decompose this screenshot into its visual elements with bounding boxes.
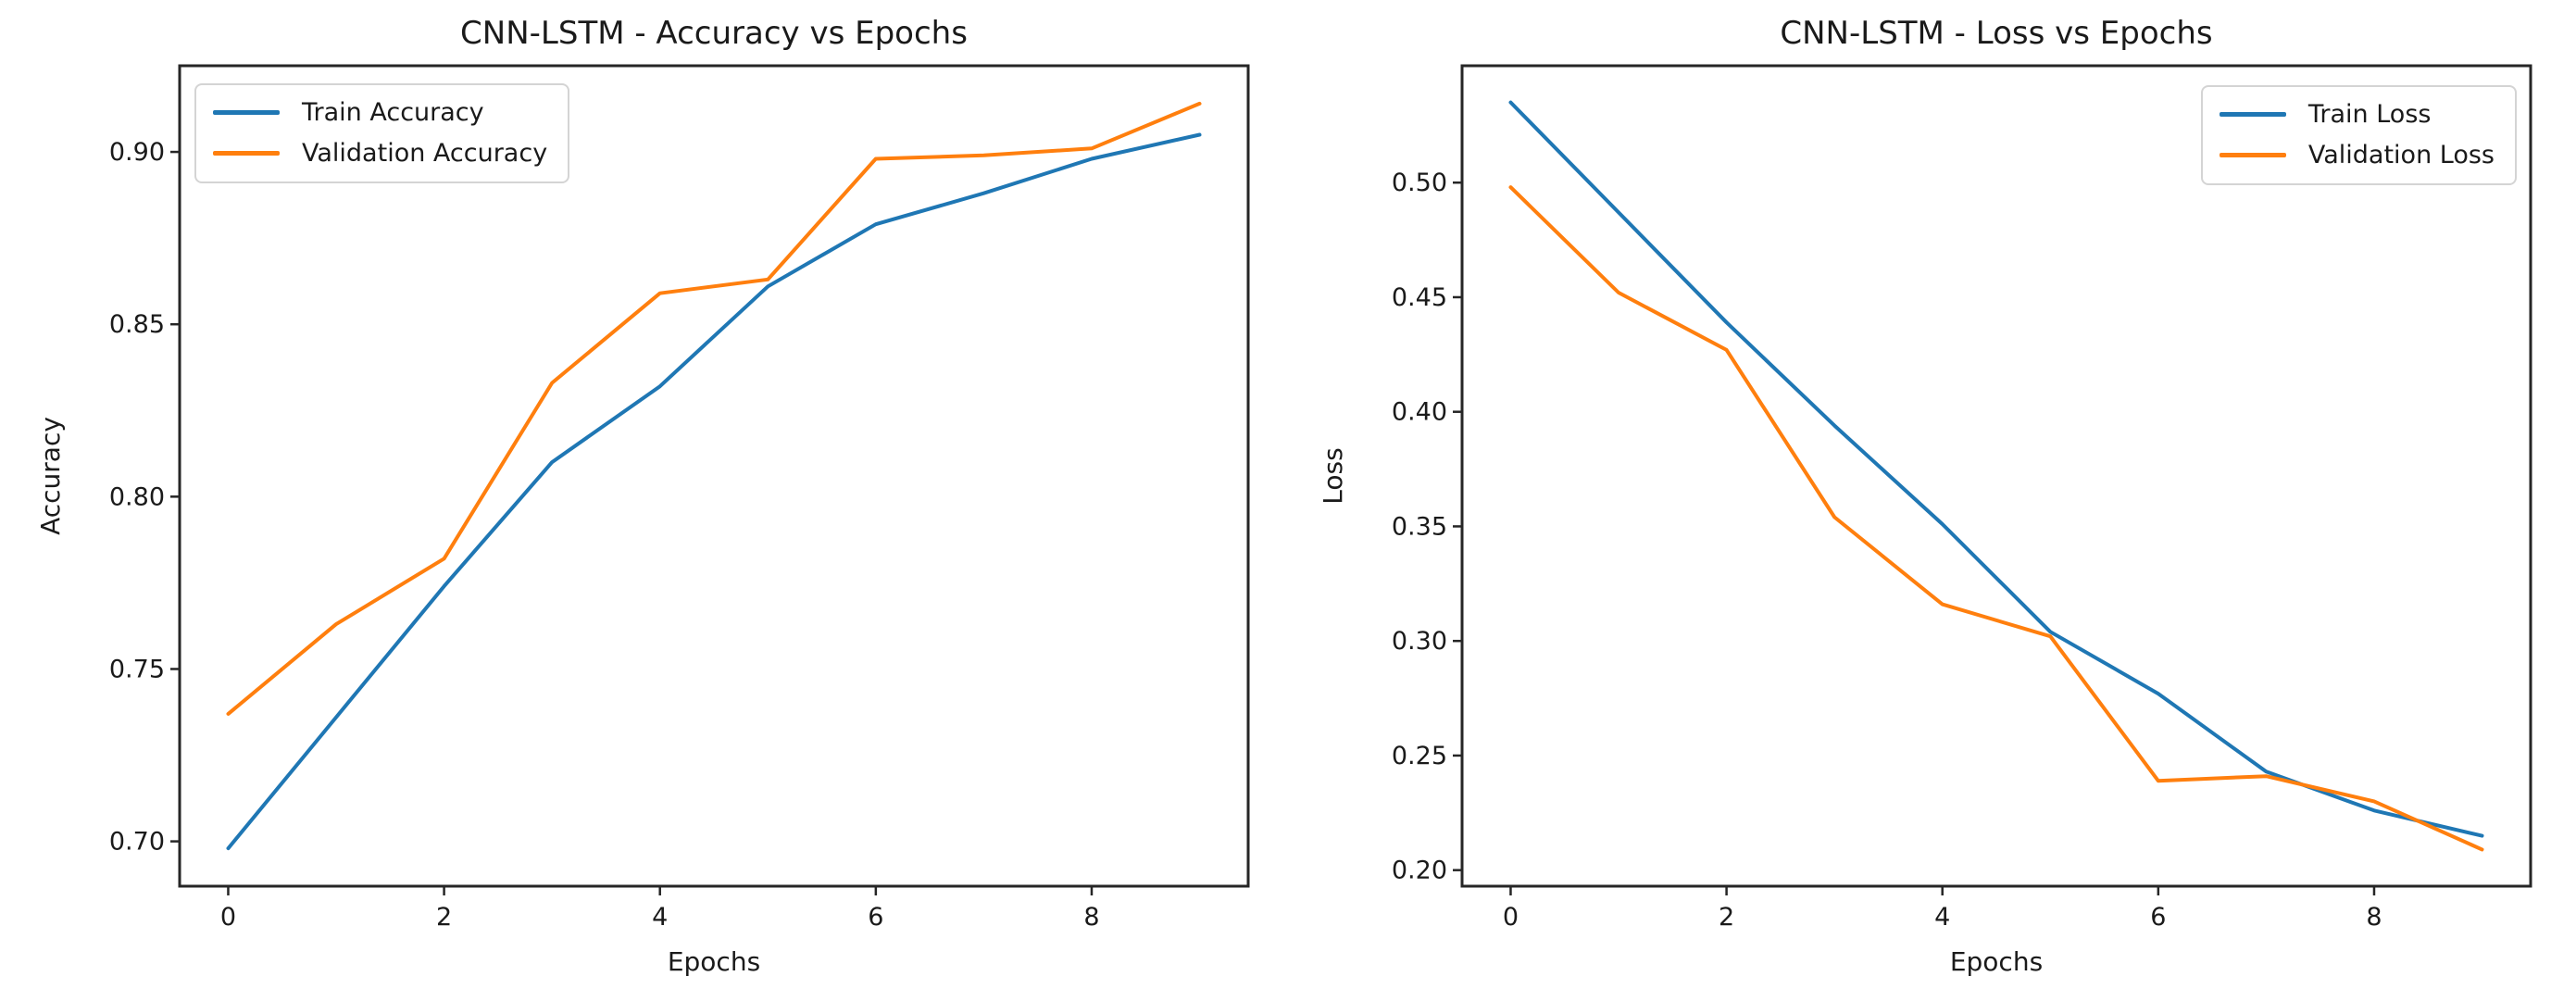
x-tick-label: 4 [652, 903, 668, 932]
y-tick-label: 0.30 [1392, 627, 1447, 656]
x-tick-label: 2 [436, 903, 452, 932]
legend-item-validation-loss: Validation Loss [2219, 139, 2495, 170]
legend-label: Validation Accuracy [302, 138, 548, 168]
y-tick-label: 0.70 [109, 828, 165, 857]
loss-chart-spines [1460, 64, 2532, 888]
legend-label: Train Loss [2307, 99, 2432, 129]
y-tick-label: 0.75 [109, 655, 165, 683]
validation-accuracy-line [226, 101, 1202, 716]
y-tick-label: 0.25 [1392, 742, 1447, 770]
train-loss-line [1508, 100, 2484, 838]
x-tick-label: 8 [1083, 903, 1099, 932]
legend-item-train-accuracy: Train Accuracy [213, 96, 547, 128]
accuracy-chart: 0 2 4 6 8 0.70 0.75 0.80 0.85 0.90 CNN-LSTM - Accu… [35, 15, 1250, 977]
y-tick-label: 0.80 [109, 482, 165, 511]
train-accuracy-swatch [213, 109, 280, 115]
loss-legend: Train Loss Validation Loss [2200, 85, 2517, 185]
x-tick-label: 8 [2366, 903, 2382, 932]
y-tick-label: 0.45 [1392, 283, 1447, 312]
validation-loss-swatch [2219, 152, 2286, 157]
legend-item-validation-accuracy: Validation Accuracy [213, 137, 547, 169]
validation-accuracy-swatch [213, 150, 280, 156]
loss-chart: 0 2 4 6 8 0.20 0.25 0.30 0.35 0.40 0.45 0.50 CNN-LST… [1318, 15, 2532, 977]
y-tick-label: 0.50 [1392, 169, 1447, 197]
x-tick-label: 6 [2150, 903, 2166, 932]
y-tick-label: 0.85 [109, 310, 165, 339]
accuracy-chart-xlabel: Epochs [668, 946, 760, 977]
loss-chart-ylabel: Loss [1318, 447, 1348, 504]
y-tick-label: 0.90 [109, 138, 165, 167]
loss-chart-title: CNN-LSTM - Loss vs Epochs [1780, 15, 2212, 52]
y-tick-label: 0.20 [1392, 857, 1447, 885]
x-tick-label: 6 [868, 903, 883, 932]
x-tick-label: 2 [1719, 903, 1734, 932]
accuracy-chart-ylabel: Accuracy [35, 417, 66, 535]
y-tick-label: 0.40 [1392, 398, 1447, 427]
validation-loss-line [1508, 185, 2484, 852]
x-tick-label: 4 [1934, 903, 1950, 932]
accuracy-chart-spines [178, 64, 1250, 888]
loss-chart-xlabel: Epochs [1950, 946, 2043, 977]
train-accuracy-line [226, 132, 1202, 851]
x-tick-label: 0 [1503, 903, 1519, 932]
train-loss-swatch [2219, 111, 2286, 117]
x-tick-label: 0 [220, 903, 236, 932]
legend-label: Train Accuracy [302, 97, 484, 127]
accuracy-legend: Train Accuracy Validation Accuracy [194, 83, 570, 183]
y-tick-label: 0.35 [1392, 512, 1447, 541]
accuracy-chart-title: CNN-LSTM - Accuracy vs Epochs [460, 15, 968, 52]
legend-label: Validation Loss [2307, 140, 2495, 169]
legend-item-train-loss: Train Loss [2219, 98, 2495, 130]
